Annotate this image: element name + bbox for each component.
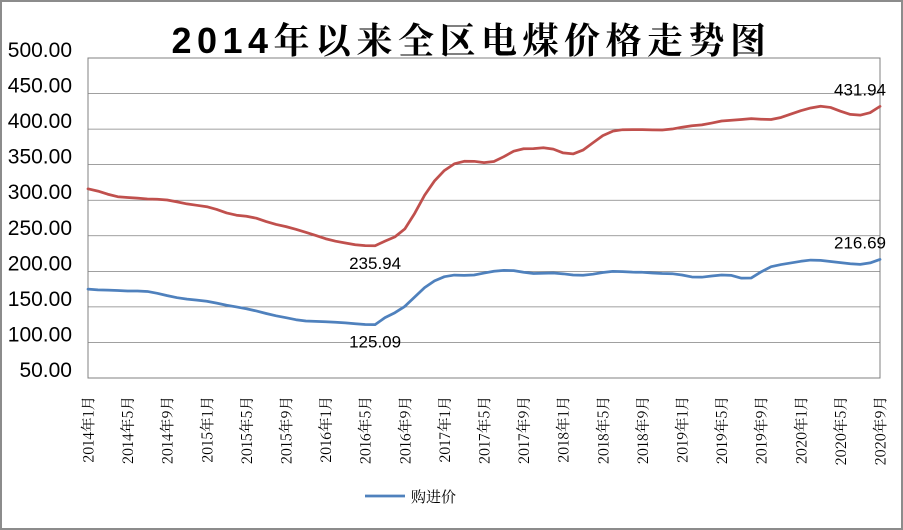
svg-text:50.00: 50.00: [19, 359, 72, 382]
svg-text:500.00: 500.00: [8, 39, 72, 62]
svg-text:2020年1月: 2020年1月: [790, 396, 811, 464]
svg-text:2018年5月: 2018年5月: [592, 396, 613, 464]
svg-text:2017年9月: 2017年9月: [513, 396, 534, 464]
svg-text:2016年9月: 2016年9月: [394, 396, 415, 464]
svg-text:450.00: 450.00: [8, 75, 72, 98]
svg-text:2018年9月: 2018年9月: [632, 396, 653, 464]
svg-text:2017年1月: 2017年1月: [434, 396, 455, 463]
svg-text:2015年9月: 2015年9月: [276, 396, 297, 464]
svg-text:2019年5月: 2019年5月: [711, 396, 732, 464]
svg-text:2018年1月: 2018年1月: [553, 396, 574, 463]
svg-text:2020年5月: 2020年5月: [830, 396, 851, 465]
svg-text:250.00: 250.00: [8, 217, 72, 240]
svg-text:2015年5月: 2015年5月: [236, 396, 257, 464]
svg-text:125.09: 125.09: [349, 333, 401, 352]
svg-text:2015年1月: 2015年1月: [196, 396, 217, 463]
svg-text:400.00: 400.00: [8, 110, 72, 133]
svg-text:2016年5月: 2016年5月: [355, 396, 376, 464]
svg-text:150.00: 150.00: [8, 288, 72, 311]
svg-text:2020年9月: 2020年9月: [870, 396, 891, 465]
svg-text:350.00: 350.00: [8, 146, 72, 169]
svg-text:2014年1月: 2014年1月: [78, 396, 99, 463]
svg-text:2019年1月: 2019年1月: [672, 396, 693, 463]
svg-text:431.94: 431.94: [834, 80, 886, 99]
svg-text:300.00: 300.00: [8, 181, 72, 204]
svg-text:100.00: 100.00: [8, 323, 72, 346]
svg-text:2016年1月: 2016年1月: [315, 396, 336, 463]
svg-text:2014年9月: 2014年9月: [157, 396, 178, 464]
svg-text:2014年5月: 2014年5月: [117, 396, 138, 464]
svg-text:200.00: 200.00: [8, 252, 72, 275]
svg-text:购进价: 购进价: [411, 486, 456, 507]
svg-text:2017年5月: 2017年5月: [474, 396, 495, 464]
svg-text:2019年9月: 2019年9月: [751, 396, 772, 464]
svg-text:235.94: 235.94: [349, 254, 401, 273]
svg-text:216.69: 216.69: [834, 233, 886, 252]
